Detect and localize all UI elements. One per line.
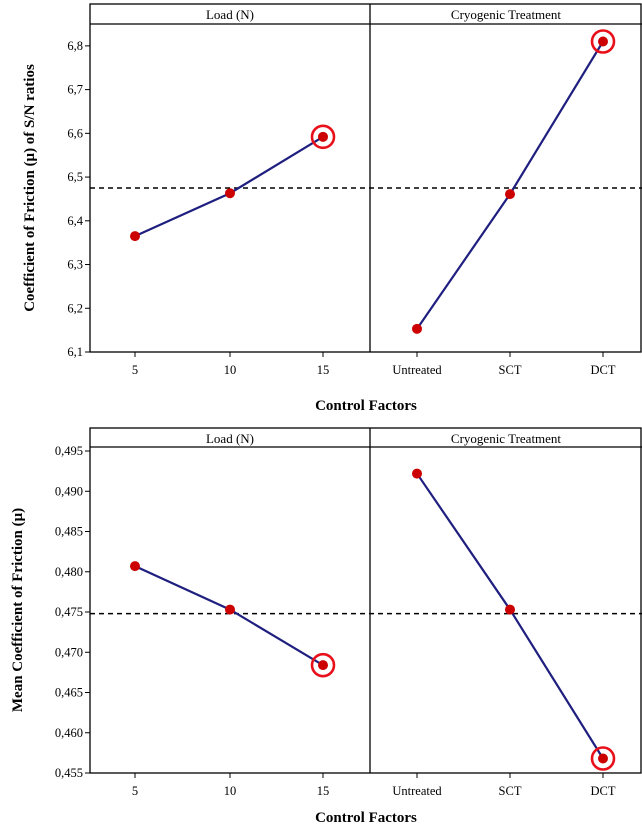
data-point-marker <box>318 660 328 671</box>
x-tick-label: SCT <box>499 784 522 798</box>
y-tick-label: 6,6 <box>67 126 83 140</box>
x-tick-label: Untreated <box>392 363 442 377</box>
y-tick-label: 6,5 <box>67 170 83 184</box>
y-axis-title: Mean Coefficient of Friction (μ) <box>10 508 26 712</box>
y-tick-label: 0,470 <box>55 645 83 659</box>
x-tick-label: 5 <box>132 363 138 377</box>
x-tick-label: 10 <box>224 784 237 798</box>
x-tick-label: 15 <box>317 363 330 377</box>
data-point-marker <box>505 604 515 615</box>
data-point-marker <box>598 753 608 764</box>
optimum-highlight-circle <box>310 124 336 150</box>
x-tick-label: Untreated <box>392 784 442 798</box>
y-tick-label: 0,480 <box>55 565 83 579</box>
x-axis-title: Control Factors <box>315 810 417 826</box>
series-line <box>416 472 604 760</box>
data-point-marker <box>225 188 235 199</box>
series-line <box>134 135 324 238</box>
data-point-marker <box>598 36 608 47</box>
plot-frame <box>89 427 642 774</box>
plot-frame <box>89 3 642 353</box>
series-line <box>416 40 604 330</box>
data-point-marker <box>130 231 140 242</box>
panel-title: Cryogenic Treatment <box>451 7 562 22</box>
y-tick-label: 0,465 <box>55 686 83 700</box>
x-tick-label: 10 <box>224 363 237 377</box>
optimum-highlight-circle <box>310 652 336 678</box>
y-tick-label: 6,4 <box>67 214 83 228</box>
y-tick-label: 6,2 <box>67 301 83 315</box>
x-tick-label: 15 <box>317 784 330 798</box>
data-point-marker <box>412 323 422 334</box>
x-tick-label: 5 <box>132 784 138 798</box>
optimum-highlight-circle <box>590 29 616 54</box>
y-tick-label: 0,475 <box>55 605 83 619</box>
y-tick-label: 0,455 <box>55 766 83 780</box>
data-point-marker <box>505 189 515 200</box>
panel-title: Cryogenic Treatment <box>451 431 562 446</box>
y-tick-label: 6,8 <box>67 39 83 53</box>
y-tick-label: 6,3 <box>67 258 83 272</box>
y-tick-label: 0,485 <box>55 525 83 539</box>
data-point-marker <box>225 604 235 615</box>
y-tick-label: 0,490 <box>55 484 83 498</box>
y-axis-title: Coefficient of Friction (μ) of S/N ratio… <box>22 64 38 312</box>
optimum-highlight-circle <box>590 746 616 771</box>
panel-title: Load (N) <box>206 431 254 446</box>
y-tick-label: 0,460 <box>55 726 83 740</box>
data-point-marker <box>130 561 140 572</box>
y-tick-label: 0,495 <box>55 444 83 458</box>
x-tick-label: DCT <box>591 784 616 798</box>
data-point-marker <box>318 131 328 142</box>
y-tick-label: 6,1 <box>67 345 83 359</box>
y-tick-label: 6,7 <box>67 83 83 97</box>
series-line <box>134 565 324 667</box>
panel-title: Load (N) <box>206 7 254 22</box>
data-point-marker <box>412 468 422 479</box>
x-axis-title: Control Factors <box>315 398 417 414</box>
x-tick-label: DCT <box>591 363 616 377</box>
x-tick-label: SCT <box>499 363 522 377</box>
